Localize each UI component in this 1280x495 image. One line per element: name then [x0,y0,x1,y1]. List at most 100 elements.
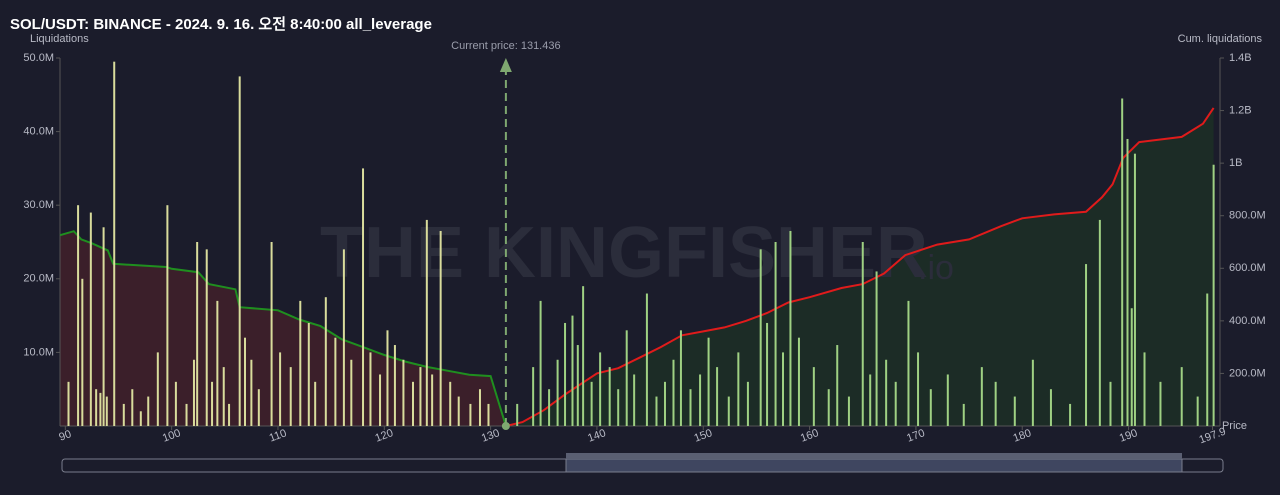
bar [77,205,80,426]
bar [1013,396,1016,426]
y-axis-label: Liquidations [30,33,89,45]
bar [980,367,983,426]
bar [449,381,452,426]
bar [885,359,888,426]
bar [1031,359,1034,426]
bar [279,352,282,426]
bar [457,396,460,426]
y-tick-label: 40.0M [23,126,54,138]
bar [645,293,648,426]
bar [386,330,389,426]
bar [599,352,602,426]
bar [1159,381,1162,426]
x-tick-label: 180 [1012,427,1033,445]
bar [369,352,372,426]
scrollbar-thumb[interactable] [565,458,1183,473]
bar [113,61,116,427]
bar [419,367,422,426]
bar [99,392,102,426]
bar [539,300,542,426]
bar [917,352,920,426]
scrollbar-handle[interactable] [566,453,1182,459]
bar [238,76,241,427]
x-tick-label: 190 [1118,427,1139,445]
bar [487,403,490,426]
x-tick-label: 90 [57,428,73,443]
bar [797,337,800,426]
bar [1212,164,1215,426]
bar [469,403,472,426]
bar [431,374,434,426]
bar [1049,389,1052,426]
bar [861,242,864,426]
bar [827,389,830,426]
y-tick-label: 20.0M [23,273,54,285]
x-tick-label: 170 [905,427,926,445]
bar [257,389,260,426]
bar [907,300,910,426]
current-price-arrow [499,58,512,72]
bar [425,219,428,426]
bar [196,242,199,426]
bar [105,396,108,426]
bar [350,359,353,426]
bar [699,374,702,426]
bar [1143,352,1146,426]
x-tick-label: 150 [693,427,714,445]
bar [789,230,792,426]
bar [655,396,658,426]
bar [139,411,142,426]
bar [929,389,932,426]
bar [625,330,628,426]
watermark-suffix: .io [918,249,954,287]
bar [102,227,105,426]
bar [994,381,997,426]
y-tick-label: 30.0M [23,199,54,211]
bar [1196,396,1199,426]
bar [95,389,98,426]
bar [314,381,317,426]
bar [1069,403,1072,426]
x-tick-label: 120 [374,427,395,445]
bar [185,403,188,426]
bar [211,381,214,426]
bar [1206,293,1209,426]
bar [67,381,70,426]
bar [672,359,675,426]
cum-area [505,107,1214,427]
bar [89,212,92,426]
bar [633,374,636,426]
bar [81,278,84,426]
x-tick-label: 160 [799,427,820,445]
bar [836,345,839,426]
bar [131,389,134,426]
y2-tick-label: 200.0M [1229,367,1266,379]
bar [192,359,195,426]
y-tick-label: 10.0M [23,346,54,358]
chart-title: SOL/USDT: BINANCE - 2024. 9. 16. 오전 8:40… [10,16,432,33]
x-tick-label: 140 [586,427,607,445]
bar [205,249,208,426]
bar [122,403,125,426]
bar [689,389,692,426]
bar [156,352,159,426]
bar [1130,308,1133,426]
bar [962,403,965,426]
bar [299,300,302,426]
bar [1133,153,1136,426]
bar [679,330,682,426]
bar [576,345,579,426]
bar [1098,219,1101,426]
cum-line [505,107,1215,427]
bar [289,367,292,426]
bar [812,367,815,426]
bar [1126,138,1129,426]
y2-axis-label: Cum. liquidations [1178,33,1263,45]
bar [439,230,442,426]
bar [774,242,777,426]
cum-line [59,230,507,427]
x-tick-label: 110 [268,427,289,444]
y2-tick-label: 1.4B [1229,52,1252,64]
bar [270,242,273,426]
